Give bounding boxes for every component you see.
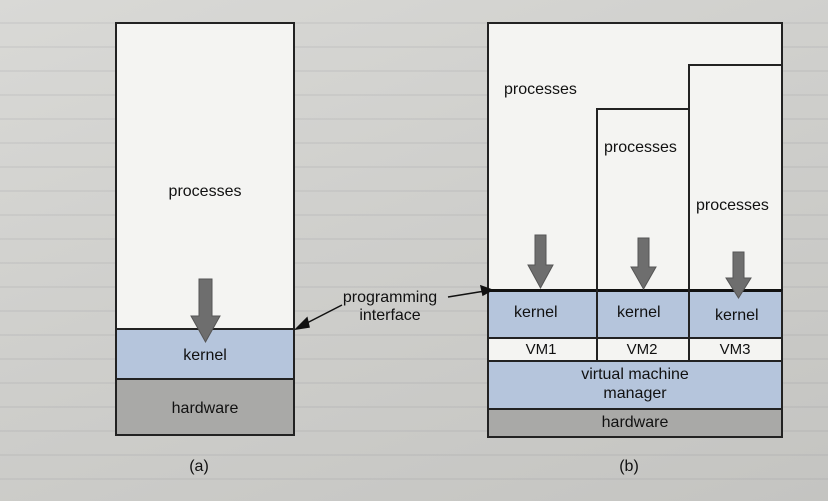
arrow-down-b1 xyxy=(527,234,554,290)
diagram-a-processes-label: processes xyxy=(168,183,242,200)
vm3-top-edge xyxy=(688,64,783,66)
arrow-down-b2 xyxy=(630,237,657,291)
diagram-b-vm-row xyxy=(487,337,783,362)
kernel-label-3: kernel xyxy=(715,307,759,324)
vmm-label-line1: virtual machine xyxy=(581,366,689,383)
annotation-line2: interface xyxy=(359,307,421,324)
divider-1 xyxy=(596,108,598,338)
diagram-b-hardware-box xyxy=(487,408,783,438)
vmm-label-line2: manager xyxy=(603,385,667,402)
diagram-a-hardware-label: hardware xyxy=(171,400,239,417)
diagram-b-hardware-label: hardware xyxy=(601,414,669,431)
kernel-label-2: kernel xyxy=(617,304,661,321)
kernel-divider-1 xyxy=(596,289,598,339)
diagram-b-caption: (b) xyxy=(619,458,639,475)
vm2-top-edge xyxy=(596,108,688,110)
diagram-a-caption: (a) xyxy=(189,458,209,475)
annotation-pointer xyxy=(293,284,494,331)
vm-divider-2 xyxy=(688,337,690,362)
kernel-label-1: kernel xyxy=(514,304,558,321)
annotation-line1: programming xyxy=(342,289,438,306)
divider-2 xyxy=(688,64,690,338)
vm-label-3: VM3 xyxy=(719,341,751,358)
vm-label-1: VM1 xyxy=(525,341,557,358)
arrow-down-b3 xyxy=(725,251,752,299)
diagram-b-processes-label-3: processes xyxy=(696,197,769,214)
diagram-b-processes-label-1: processes xyxy=(504,81,577,98)
diagram-a-kernel-label: kernel xyxy=(183,347,227,364)
diagram-a-hardware-box xyxy=(115,378,295,436)
vm-label-2: VM2 xyxy=(626,341,658,358)
diagram-b-kernel-row xyxy=(487,289,783,339)
diagram-b-processes-label-2: processes xyxy=(604,139,677,156)
arrow-down-a xyxy=(190,278,221,344)
kernel-divider-2 xyxy=(688,289,690,339)
vm-divider-1 xyxy=(596,337,598,362)
